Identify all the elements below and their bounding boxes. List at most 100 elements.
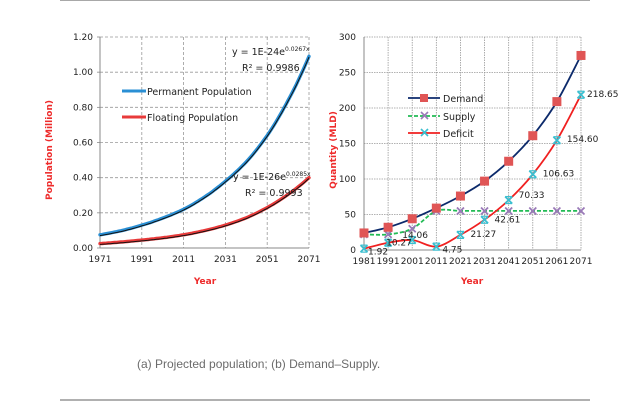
legend-marker-demand [420,94,428,102]
permanent-equation-base: y = 1E-24e [232,47,285,58]
deficit-marker [359,244,369,253]
deficit-data-label: 10.27 [386,239,412,249]
floating-population-line [98,176,311,246]
supply-marker [528,206,537,216]
demand-supply-grid [363,36,582,251]
y-tick-label: 300 [339,33,356,43]
population-y-ticks: 0.00 0.20 0.40 0.60 0.80 1.00 1.20 [73,33,93,254]
x-tick-label: 2041 [497,257,520,267]
legend-label-supply: Supply [443,112,476,123]
y-tick-label: 150 [339,140,356,150]
marker-stroke [408,235,417,245]
x-tick-label: 2011 [172,255,195,265]
marker-stroke [528,170,537,179]
deficit-data-label: 106.63 [543,169,575,179]
deficit-marker [576,90,586,99]
marker-stroke [456,230,465,240]
x-tick-label: 2021 [449,257,472,267]
demand-line [363,55,582,234]
deficit-data-label: 70.33 [519,191,545,201]
deficit-data-label: 14.06 [402,231,428,241]
deficit-data-label: 21.27 [470,230,496,240]
y-tick-label: 0.40 [73,174,93,184]
marker-stroke [383,230,393,239]
floating-equation-base: y = 1E-26e [233,172,286,183]
demand-supply-y-axis-label: Quantity (MLD) [329,111,339,189]
y-tick-label: 1.20 [73,33,93,43]
deficit-marker [528,170,537,179]
deficit-line [363,94,582,250]
top-divider [60,0,590,1]
supply-marker [504,206,513,216]
x-tick-label: 2071 [570,257,593,267]
marker-stroke [383,238,393,247]
demand-marker [431,203,441,213]
population-x-ticks: 1971 1991 2011 2031 2051 2071 [89,255,321,265]
deficit-marker [552,136,562,145]
deficit-data-label: 4.75 [442,246,462,256]
demand-supply-series [359,50,586,253]
marker-stroke [576,206,586,216]
deficit-data-label: 154.60 [567,135,599,145]
deficit-marker [408,235,417,245]
demand-marker [359,228,369,238]
demand-marker [383,222,393,232]
x-tick-label: 1981 [353,257,376,267]
deficit-data-label: 1.92 [368,248,388,258]
x-tick-label: 1991 [130,255,153,265]
demand-marker [407,214,417,224]
supply-line [363,208,582,236]
permanent-trend-equation: y = 1E-24e0.0267x R² = 0.9986 [232,46,310,74]
marker-stroke [528,206,537,216]
marker-stroke [504,206,513,216]
y-tick-label: 0 [350,246,356,256]
floating-equation-exponent: 0.0285x [286,171,311,178]
supply-marker [383,230,393,239]
supply-marker [480,206,489,216]
demand-supply-x-ticks: 1981 1991 2001 2011 2021 2031 2041 2051 2061 2071 [353,257,593,267]
marker-stroke [456,206,465,216]
marker-stroke [552,206,562,216]
svg-text:y = 1E-24e0.0267x: y = 1E-24e0.0267x [232,46,310,58]
permanent-equation-exponent: 0.0267x [285,46,310,53]
marker-stroke [576,90,586,99]
legend-marker-deficit [420,128,429,137]
demand-marker [480,176,490,186]
demand-marker [576,50,586,60]
demand-marker [552,97,562,107]
legend-label-permanent: Permanent Population [147,87,252,98]
marker-stroke [480,215,489,224]
y-tick-label: 250 [339,69,356,79]
floating-trend-equation: y = 1E-26e0.0285x R² = 0.9993 [233,171,311,199]
y-tick-label: 0.80 [73,103,93,113]
supply-marker [576,206,586,216]
y-tick-label: 100 [339,175,356,185]
x-tick-label: 2001 [401,257,424,267]
deficit-marker [432,242,441,251]
y-tick-label: 200 [339,104,356,114]
y-tick-label: 50 [345,211,357,221]
x-tick-label: 2061 [545,257,568,267]
population-legend: Permanent Population Floating Population [122,87,252,124]
supply-marker [408,224,417,233]
svg-text:y = 1E-26e0.0285x: y = 1E-26e0.0285x [233,171,311,183]
x-tick-label: 2071 [298,255,321,265]
legend-label-deficit: Deficit [443,129,474,140]
y-tick-label: 0.00 [73,244,93,254]
deficit-marker [480,215,489,224]
bottom-divider [60,399,590,401]
supply-marker [552,206,562,216]
x-tick-label: 1991 [377,257,400,267]
x-tick-label: 2011 [425,257,448,267]
floating-trendline [99,178,310,245]
y-tick-label: 0.20 [73,209,93,219]
population-x-axis-label: Year [193,277,217,287]
legend-marker-supply [420,111,429,120]
x-tick-label: 1971 [89,255,112,265]
floating-r2: R² = 0.9993 [245,188,303,199]
deficit-marker [456,230,465,240]
x-tick-label: 2031 [473,257,496,267]
demand-supply-legend: Demand Supply Deficit [408,94,483,140]
